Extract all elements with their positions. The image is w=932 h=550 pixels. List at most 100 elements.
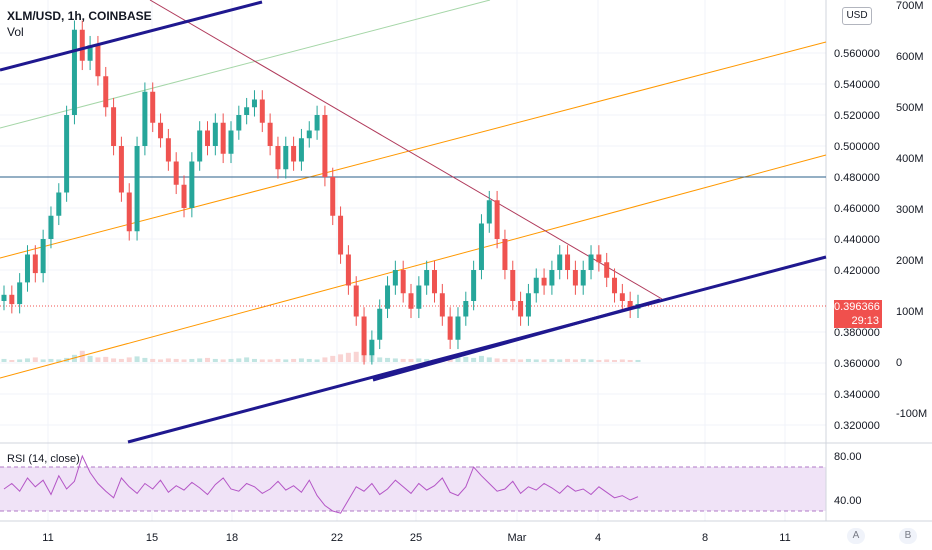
volume-bar bbox=[40, 359, 46, 362]
volume-bars bbox=[1, 349, 641, 362]
candle-body bbox=[150, 91, 156, 123]
candle-body bbox=[173, 161, 179, 185]
candle-body bbox=[369, 339, 375, 356]
volume-tick-label: -100M bbox=[896, 408, 927, 420]
candle-body bbox=[197, 130, 203, 162]
candle-body bbox=[533, 277, 539, 294]
candle-body bbox=[87, 45, 93, 61]
candle-body bbox=[580, 270, 586, 286]
orange-lower-trendline[interactable] bbox=[0, 154, 827, 379]
volume-bar bbox=[385, 357, 391, 362]
volume-bar bbox=[212, 358, 218, 362]
volume-bar bbox=[596, 359, 602, 362]
candle-body bbox=[236, 115, 242, 131]
volume-bar bbox=[17, 359, 23, 362]
candle-body bbox=[338, 215, 344, 255]
volume-bar bbox=[392, 358, 398, 362]
candle-body bbox=[572, 270, 578, 286]
candle-body bbox=[306, 130, 312, 139]
candle-body bbox=[205, 130, 211, 146]
channel-top-line[interactable] bbox=[0, 0, 263, 72]
volume-bar bbox=[408, 358, 414, 362]
price-axis[interactable]: 0.560000 0.540000 0.520000 0.500000 0.480000… bbox=[834, 48, 880, 432]
green-trendline[interactable] bbox=[0, 0, 491, 129]
candle-body bbox=[111, 107, 117, 146]
channel-mid-line[interactable] bbox=[372, 298, 661, 382]
rsi-tick-label: 40.00 bbox=[834, 495, 862, 507]
volume-bar bbox=[103, 356, 109, 362]
volume-bar bbox=[205, 357, 211, 362]
candle-body bbox=[416, 285, 422, 309]
candle-body bbox=[220, 122, 226, 154]
volume-bar bbox=[32, 357, 38, 362]
candle-body bbox=[267, 122, 273, 146]
candle-body bbox=[189, 161, 195, 208]
resistance-trendline[interactable] bbox=[149, 0, 663, 300]
currency-button[interactable]: USD bbox=[842, 7, 872, 25]
volume-bar bbox=[306, 358, 312, 362]
candle-body bbox=[627, 301, 633, 309]
volume-bar bbox=[353, 351, 359, 362]
volume-bar bbox=[635, 359, 641, 362]
candle-body bbox=[244, 107, 250, 115]
candle-body bbox=[32, 254, 38, 274]
last-price-value: 0.396366 bbox=[834, 301, 880, 313]
volume-legend[interactable]: Vol bbox=[7, 25, 24, 39]
volume-bar bbox=[259, 359, 265, 362]
b-button[interactable]: B bbox=[899, 528, 917, 544]
rsi-band bbox=[0, 467, 826, 511]
volume-bar bbox=[580, 358, 586, 362]
volume-bar bbox=[627, 359, 633, 362]
candle-body bbox=[353, 285, 359, 317]
volume-bar bbox=[48, 358, 54, 362]
candle-body bbox=[24, 254, 30, 283]
candle-body bbox=[377, 308, 383, 340]
rsi-legend[interactable]: RSI (14, close) bbox=[7, 453, 80, 465]
volume-bar bbox=[95, 357, 101, 362]
time-tick-label: 18 bbox=[226, 532, 238, 544]
last-price-badge: 0.396366 29:13 bbox=[834, 300, 882, 328]
candle-body bbox=[471, 270, 477, 301]
rsi-line bbox=[3, 454, 639, 514]
volume-bar bbox=[471, 357, 477, 362]
rsi-axis: 80.00 40.00 bbox=[834, 451, 862, 507]
candle-body bbox=[48, 215, 54, 239]
price-tick-label: 0.460000 bbox=[834, 203, 880, 215]
candle-body bbox=[557, 254, 563, 270]
candle-body bbox=[510, 270, 516, 301]
time-axis[interactable]: 11 15 18 22 25 Mar 4 8 11 bbox=[42, 532, 790, 544]
candle-body bbox=[64, 115, 70, 193]
candle-body bbox=[439, 293, 445, 317]
volume-bar bbox=[502, 358, 508, 362]
symbol-title[interactable]: XLM/USD, 1h, COINBASE bbox=[7, 9, 152, 23]
volume-bar bbox=[244, 357, 250, 362]
volume-bar bbox=[338, 354, 344, 362]
volume-bar bbox=[24, 358, 30, 362]
volume-bar bbox=[220, 359, 226, 362]
price-tick-label: 0.340000 bbox=[834, 389, 880, 401]
candle-body bbox=[549, 270, 555, 286]
price-tick-label: 0.520000 bbox=[834, 110, 880, 122]
candle-body bbox=[298, 138, 304, 162]
candle-body bbox=[455, 316, 461, 340]
volume-bar bbox=[1, 358, 7, 362]
candle-body bbox=[275, 146, 281, 170]
volume-bar bbox=[416, 358, 422, 362]
volume-bar bbox=[236, 358, 242, 362]
candle-body bbox=[619, 293, 625, 301]
auto-scale-button[interactable]: A bbox=[847, 528, 865, 544]
volume-bar bbox=[400, 358, 406, 362]
volume-bar bbox=[150, 358, 156, 362]
candle-body bbox=[478, 223, 484, 270]
volume-bar bbox=[565, 358, 571, 362]
time-tick-label: 11 bbox=[42, 532, 53, 544]
volume-bar bbox=[525, 358, 531, 362]
volume-bar bbox=[126, 357, 132, 362]
volume-bar bbox=[494, 358, 500, 362]
volume-tick-label: 500M bbox=[896, 102, 924, 114]
volume-tick-label: 700M bbox=[896, 0, 924, 12]
candle-body bbox=[518, 301, 524, 317]
candle-body bbox=[181, 184, 187, 208]
volume-tick-label: 0 bbox=[896, 357, 902, 369]
